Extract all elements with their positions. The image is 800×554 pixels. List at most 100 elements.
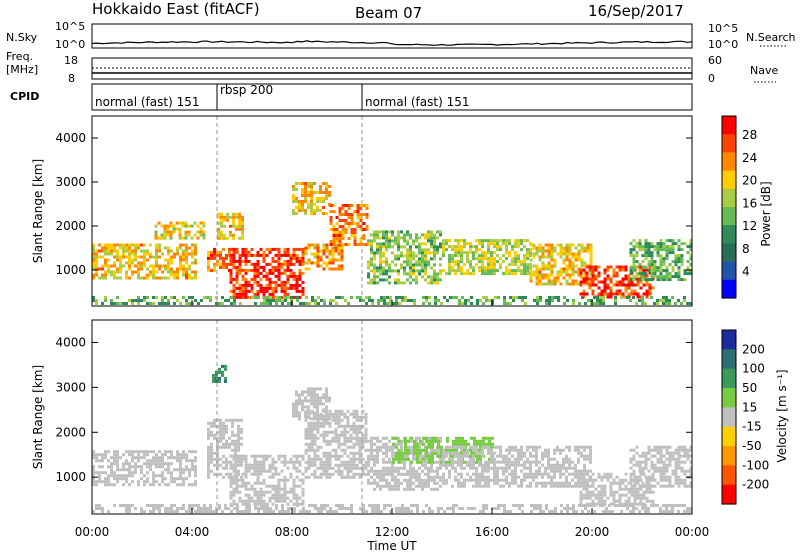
data-cell <box>361 436 365 440</box>
data-cell <box>689 302 692 305</box>
data-cell <box>671 472 675 476</box>
data-cell <box>466 242 469 246</box>
data-cell <box>639 493 643 497</box>
data-cell <box>307 424 311 428</box>
data-cell <box>155 462 158 466</box>
data-cell <box>642 496 646 500</box>
data-cell <box>648 283 652 287</box>
data-cell <box>627 292 631 296</box>
data-cell <box>292 256 296 260</box>
data-cell <box>580 243 584 247</box>
data-cell <box>344 222 348 225</box>
data-cell <box>340 433 344 437</box>
data-cell <box>373 257 376 261</box>
data-cell <box>624 277 628 281</box>
data-cell <box>451 445 454 449</box>
data-cell <box>128 267 131 271</box>
data-cell <box>235 475 239 479</box>
data-cell <box>400 442 403 446</box>
data-cell <box>101 264 104 268</box>
data-cell <box>340 267 344 271</box>
data-cell <box>493 481 496 485</box>
data-cell <box>280 289 284 293</box>
data-cell <box>683 448 687 452</box>
data-cell <box>662 299 665 302</box>
data-cell <box>304 200 307 203</box>
data-cell <box>238 236 241 240</box>
data-cell <box>448 463 451 467</box>
data-cell <box>295 499 299 503</box>
data-cell <box>481 245 484 249</box>
data-cell <box>170 471 173 475</box>
data-cell <box>577 469 580 473</box>
data-region <box>154 221 206 240</box>
data-cell <box>487 460 490 464</box>
data-cell <box>359 299 362 302</box>
data-cell <box>271 259 275 263</box>
data-cell <box>642 268 646 272</box>
data-cell <box>517 245 520 249</box>
data-cell <box>268 271 272 275</box>
data-cell <box>358 442 362 446</box>
data-cell <box>355 430 359 434</box>
data-cell <box>535 276 539 280</box>
data-cell <box>307 475 311 479</box>
data-cell <box>626 296 629 299</box>
data-cell <box>632 260 636 264</box>
data-cell <box>244 286 248 290</box>
data-cell <box>562 466 565 470</box>
data-cell <box>526 269 529 273</box>
data-cell <box>541 267 545 271</box>
data-cell <box>388 281 391 285</box>
data-cell <box>107 459 110 463</box>
data-cell <box>412 278 415 282</box>
data-cell <box>259 286 263 290</box>
data-cell <box>565 469 568 473</box>
data-cell <box>539 510 542 513</box>
data-cell <box>499 454 502 458</box>
data-cell <box>313 460 317 464</box>
data-cell <box>583 445 586 449</box>
data-cell <box>196 230 200 234</box>
data-cell <box>448 472 451 476</box>
data-cell <box>319 457 323 461</box>
data-cell <box>535 451 538 455</box>
data-cell <box>320 510 323 513</box>
data-cell <box>553 457 556 461</box>
data-cell <box>101 456 104 460</box>
data-cell <box>523 454 526 458</box>
data-cell <box>585 493 589 497</box>
data-cell <box>232 481 236 485</box>
data-cell <box>328 463 332 467</box>
data-cell <box>310 442 314 446</box>
data-cell <box>385 278 388 282</box>
data-cell <box>409 466 412 470</box>
data-cell <box>665 278 669 282</box>
data-cell <box>313 411 316 415</box>
data-cell <box>319 466 323 470</box>
data-cell <box>325 454 329 458</box>
data-cell <box>568 264 572 268</box>
data-cell <box>313 191 316 194</box>
data-cell <box>547 261 551 265</box>
data-cell <box>680 481 684 485</box>
data-cell <box>594 487 598 491</box>
data-cell <box>304 475 308 479</box>
data-cell <box>633 289 637 293</box>
data-cell <box>451 457 454 461</box>
data-cell <box>271 295 275 299</box>
data-cell <box>301 472 305 476</box>
data-cell <box>582 289 586 293</box>
data-cell <box>370 257 373 261</box>
data-cell <box>409 266 412 270</box>
data-cell <box>316 466 320 470</box>
data-cell <box>499 239 502 243</box>
data-cell <box>651 472 655 476</box>
data-cell <box>134 246 137 250</box>
data-cell <box>113 474 116 478</box>
data-cell <box>629 472 633 476</box>
data-cell <box>301 247 305 251</box>
data-cell <box>562 267 566 271</box>
data-cell <box>194 510 197 513</box>
data-cell <box>433 275 436 279</box>
